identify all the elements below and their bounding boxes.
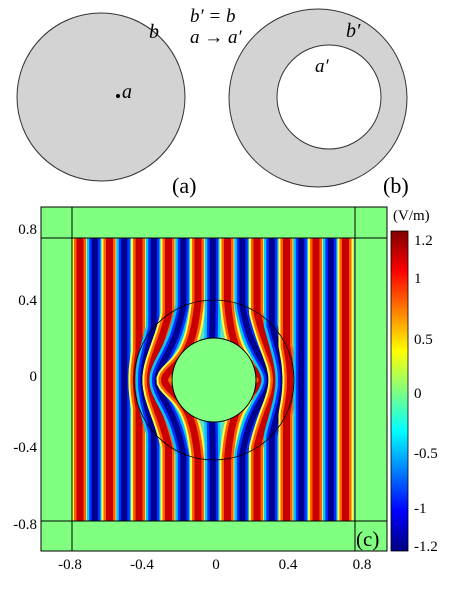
colorbar-unit: (V/m): [393, 208, 430, 224]
colorbar-tick: -1: [414, 501, 427, 517]
panel-a: b a (a): [16, 12, 196, 198]
outer-radius-label-b: b: [149, 21, 159, 43]
x-tick: -0.8: [58, 557, 82, 573]
pml-lines: [41, 207, 387, 551]
outer-radius-label-b-prime: b′: [346, 20, 361, 42]
panel-c-tag: (c): [356, 527, 379, 551]
cloak-outer-boundary: [133, 299, 295, 461]
panel-b: b′ a′ (b): [228, 8, 409, 198]
panel-b-tag: (b): [383, 173, 409, 198]
wavefront-stripe: [160, 238, 202, 521]
x-tick: -0.4: [130, 557, 154, 573]
colorbar-tick: -0.5: [414, 446, 438, 462]
y-tick: -0.8: [13, 517, 37, 533]
colorbar: (V/m) 1.2 1 0.5 0 -0.5 -1 -1.2: [390, 208, 438, 555]
panel-a-tag: (a): [172, 173, 196, 198]
mapping-equations: b′ = b a → a′: [190, 6, 243, 48]
wavefront-stripe: [283, 238, 294, 521]
y-tick: 0.4: [18, 293, 37, 309]
center-label-a: a: [122, 81, 132, 103]
x-tick: 0.8: [353, 557, 372, 573]
x-tick: 0: [212, 557, 220, 573]
y-tick: 0: [30, 369, 38, 385]
colorbar-tick-labels: 1.2 1 0.5 0 -0.5 -1 -1.2: [414, 233, 438, 555]
colorbar-tick: 1.2: [414, 233, 433, 249]
mapping-line-2: a → a′: [190, 27, 243, 48]
center-point: [116, 94, 120, 98]
y-tick: 0.8: [18, 222, 37, 238]
mapping-line-1: b′ = b: [190, 6, 235, 27]
y-tick-labels: 0.8 0.4 0 -0.4 -0.8: [13, 222, 37, 533]
colorbar-strip: [390, 230, 409, 552]
inner-radius-label-a-prime: a′: [315, 56, 330, 77]
original-disk: [16, 12, 186, 182]
cloaked-region: [171, 337, 257, 423]
colorbar-tick: 0: [414, 386, 422, 402]
x-tick-labels: -0.8 -0.4 0 0.4 0.8: [58, 557, 371, 573]
colorbar-tick: -1.2: [414, 539, 438, 555]
y-tick: -0.4: [13, 440, 37, 456]
panel-c: (c) 0.8 0.4 0 -0.4 -0.8 -0.8 -0.4 0 0.4 …: [13, 206, 388, 573]
colorbar-tick: 1: [414, 271, 422, 287]
colorbar-tick: 0.5: [414, 332, 433, 348]
cloaked-hole: [276, 44, 382, 150]
x-tick: 0.4: [279, 557, 298, 573]
